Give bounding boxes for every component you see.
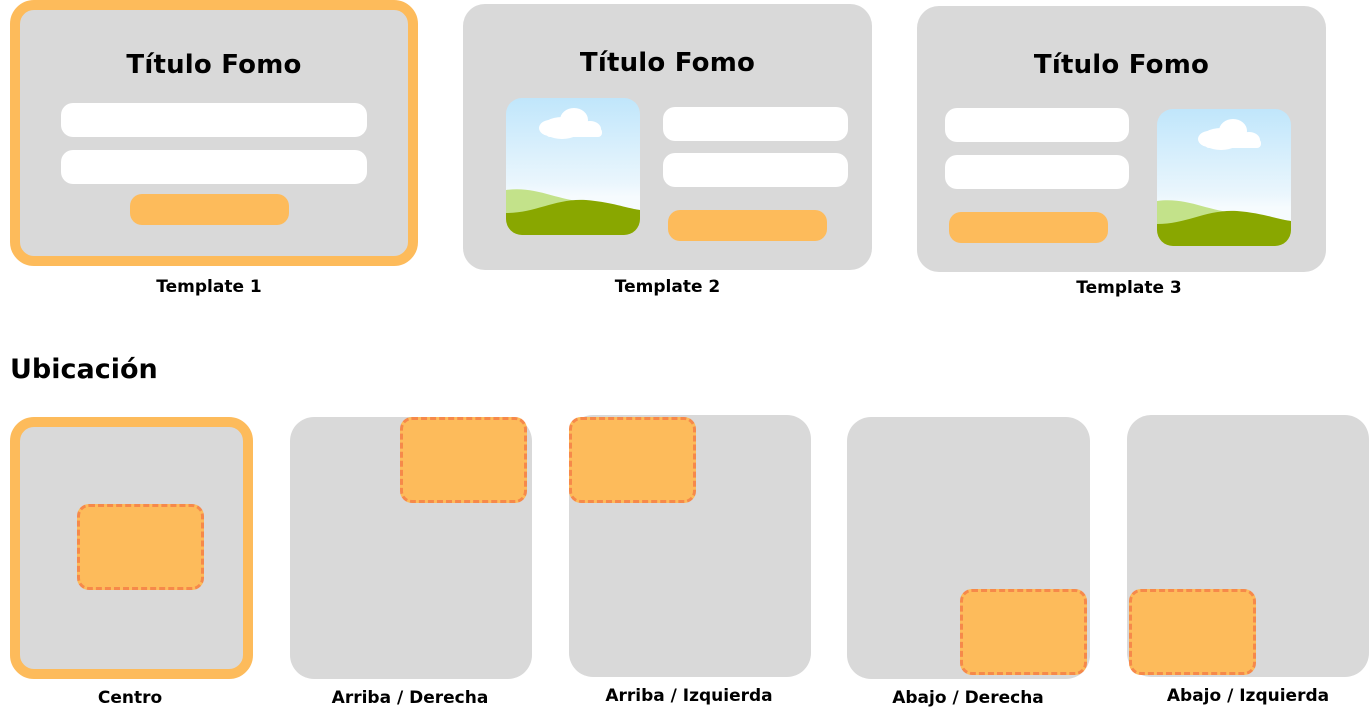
location-label-top-right: Arriba / Derecha [331,688,489,708]
position-marker [1129,589,1256,675]
landscape-image-icon [1157,109,1291,246]
template-card-3[interactable]: Título Fomo [917,6,1326,272]
template-card-2[interactable]: Título Fomo [463,4,872,270]
position-marker [400,417,527,503]
location-option-center[interactable] [10,417,253,679]
template-1-input-field-2 [61,150,367,184]
template-card-1[interactable]: Título Fomo [10,0,418,266]
template-1-title: Título Fomo [126,50,302,80]
template-1-button [130,194,289,225]
location-option-top-left[interactable] [569,415,811,677]
location-label-bottom-right: Abajo / Derecha [892,688,1044,708]
template-2-title: Título Fomo [579,48,756,78]
template-2-input-field-2 [663,153,848,187]
location-label-center: Centro [97,688,163,708]
template-3-input-field-1 [945,108,1129,142]
position-marker [960,589,1087,675]
template-2-caption: Template 2 [614,277,721,297]
template-2-button [668,210,827,241]
position-marker [569,417,696,503]
location-option-bottom-left[interactable] [1127,415,1369,677]
location-label-bottom-left: Abajo / Izquierda [1166,686,1330,706]
template-3-input-field-2 [945,155,1129,189]
location-option-top-right[interactable] [290,417,532,679]
template-1-caption: Template 1 [156,277,262,297]
template-2-input-field-1 [663,107,848,141]
position-marker [77,504,204,590]
template-3-title: Título Fomo [1033,50,1210,80]
template-3-caption: Template 3 [1076,278,1182,298]
location-heading: Ubicación [10,354,158,385]
landscape-image-icon [506,98,640,235]
template-1-input-field-1 [61,103,367,137]
location-label-top-left: Arriba / Izquierda [605,686,773,706]
location-option-bottom-right[interactable] [847,417,1090,679]
template-3-button [949,212,1108,243]
